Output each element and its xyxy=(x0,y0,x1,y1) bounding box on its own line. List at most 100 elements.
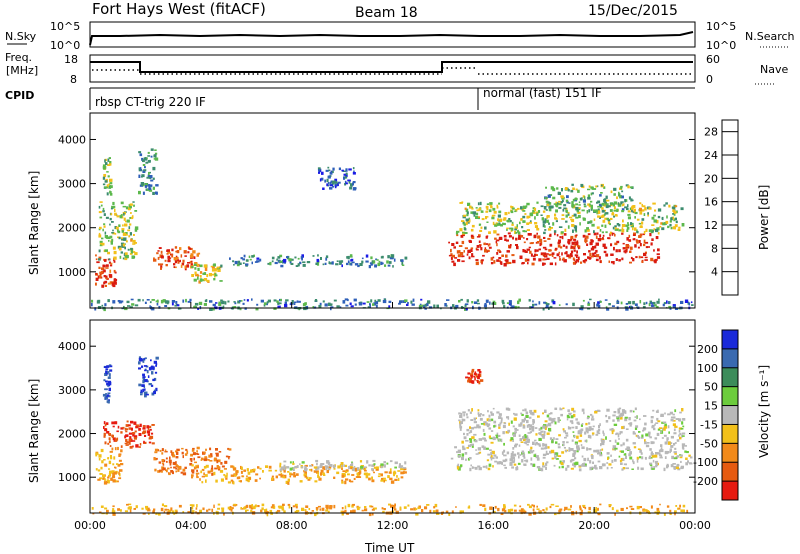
echo-cell xyxy=(250,507,254,510)
echo-cell xyxy=(176,256,179,260)
echo-cell xyxy=(549,243,553,247)
echo-cell xyxy=(255,473,259,476)
echo-cell xyxy=(469,444,474,446)
echo-cell xyxy=(328,261,331,264)
echo-cell xyxy=(605,306,608,309)
echo-cell xyxy=(370,256,373,260)
echo-cell xyxy=(142,299,144,302)
echo-cell xyxy=(116,215,120,218)
echo-cell xyxy=(597,507,599,511)
echo-cell xyxy=(477,216,480,218)
echo-cell xyxy=(577,423,580,425)
echo-cell xyxy=(513,456,515,460)
echo-cell xyxy=(464,207,467,210)
echo-cell xyxy=(383,461,386,464)
echo-cell xyxy=(127,305,131,307)
echo-cell xyxy=(548,413,551,415)
echo-cell xyxy=(235,470,239,473)
echo-cell xyxy=(397,477,400,481)
echo-cell xyxy=(153,360,157,364)
echo-cell xyxy=(351,258,354,262)
echo-cell xyxy=(611,431,614,435)
echo-cell xyxy=(530,457,533,461)
echo-cell xyxy=(673,428,676,432)
echo-cell xyxy=(99,477,102,480)
echo-cell xyxy=(130,212,132,214)
echo-cell xyxy=(462,255,465,258)
echo-cell xyxy=(535,442,538,445)
echo-cell xyxy=(108,261,111,264)
echo-cell xyxy=(221,507,225,510)
echo-cell xyxy=(216,459,219,464)
echo-cell xyxy=(325,509,328,512)
echo-cell xyxy=(621,210,625,213)
echo-cell xyxy=(587,203,590,206)
echo-cell xyxy=(577,245,580,248)
echo-cell xyxy=(515,429,519,431)
x-tick-label: 08:00 xyxy=(276,519,308,532)
echo-cell xyxy=(613,193,616,196)
echo-cell xyxy=(459,423,462,427)
echo-cell xyxy=(109,369,113,372)
echo-cell xyxy=(501,451,504,455)
echo-cell xyxy=(478,240,481,243)
echo-cell xyxy=(534,427,538,429)
echo-cell xyxy=(525,411,529,415)
echo-cell xyxy=(672,226,676,230)
echo-cell xyxy=(605,420,609,423)
echo-cell xyxy=(336,260,339,262)
echo-cell xyxy=(491,215,494,217)
echo-cell xyxy=(529,409,533,413)
echo-cell xyxy=(381,477,384,480)
echo-cell xyxy=(656,510,661,513)
echo-cell xyxy=(104,159,106,163)
echo-cell xyxy=(638,235,642,238)
echo-cell xyxy=(304,509,307,512)
echo-cell xyxy=(304,471,307,475)
echo-cell xyxy=(477,302,480,305)
echo-cell xyxy=(394,503,396,507)
echo-cell xyxy=(454,446,457,449)
nsky-tick-bottom: 10^0 xyxy=(50,39,80,52)
echo-cell xyxy=(364,472,368,476)
echo-cell xyxy=(138,151,142,154)
echo-cell xyxy=(129,306,133,308)
echo-cell xyxy=(101,460,104,464)
echo-cell xyxy=(650,229,653,232)
echo-cell xyxy=(603,246,608,249)
echo-cell xyxy=(584,237,587,241)
echo-cell xyxy=(543,434,546,437)
nsky-tick-top-right: 10^5 xyxy=(706,20,736,33)
echo-cell xyxy=(118,471,120,475)
echo-cell xyxy=(160,470,163,473)
echo-cell xyxy=(527,258,530,262)
echo-cell xyxy=(111,421,115,425)
echo-cell xyxy=(459,202,463,204)
echo-cell xyxy=(542,210,546,213)
echo-cell xyxy=(179,259,181,263)
echo-cell xyxy=(128,427,132,430)
echo-cell xyxy=(467,249,469,254)
echo-cell xyxy=(575,461,579,465)
echo-cell xyxy=(609,217,613,220)
echo-cell xyxy=(682,435,685,437)
echo-cell xyxy=(112,473,115,477)
echo-cell xyxy=(544,197,548,199)
echo-cell xyxy=(276,258,278,261)
echo-cell xyxy=(146,430,151,434)
echo-cell xyxy=(522,249,525,253)
echo-cell xyxy=(321,177,324,181)
echo-cell xyxy=(606,462,609,464)
echo-cell xyxy=(634,216,636,219)
echo-cell xyxy=(554,421,557,425)
echo-cell xyxy=(479,417,483,421)
echo-cell xyxy=(595,467,598,470)
echo-cell xyxy=(504,212,508,216)
echo-cell xyxy=(149,428,152,431)
echo-cell xyxy=(364,469,367,472)
echo-cell xyxy=(133,234,135,236)
echo-cell xyxy=(305,505,309,508)
echo-cell xyxy=(679,432,682,436)
echo-cell xyxy=(341,479,344,482)
echo-cell xyxy=(506,250,510,253)
